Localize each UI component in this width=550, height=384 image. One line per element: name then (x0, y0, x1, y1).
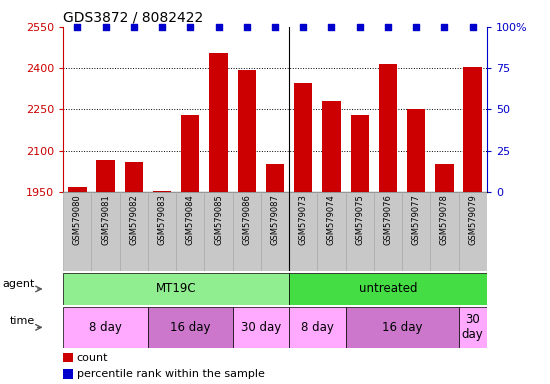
Text: GSM579085: GSM579085 (214, 194, 223, 245)
Point (383, 24, 392, 30)
Bar (266, 164, 284, 192)
Text: MT19C: MT19C (156, 283, 196, 295)
Bar (350, 115, 369, 192)
Bar (63, 353, 73, 362)
Bar (430, 192, 459, 271)
Text: GSM579075: GSM579075 (355, 194, 364, 245)
Point (299, 24, 307, 30)
Bar (435, 164, 454, 192)
Bar (459, 192, 487, 271)
Text: GSM579086: GSM579086 (242, 194, 251, 245)
Point (101, 24, 110, 30)
Bar (96, 161, 115, 192)
Text: 8 day: 8 day (301, 321, 334, 334)
Text: GSM579076: GSM579076 (383, 194, 393, 245)
Text: 30
day: 30 day (462, 313, 483, 341)
Text: GSM579078: GSM579078 (440, 194, 449, 245)
Point (440, 24, 449, 30)
Text: GSM579083: GSM579083 (157, 194, 167, 245)
Point (214, 24, 223, 30)
Bar (63, 307, 148, 348)
Text: GSM579073: GSM579073 (299, 194, 308, 245)
Text: percentile rank within the sample: percentile rank within the sample (77, 369, 265, 379)
Text: 16 day: 16 day (382, 321, 422, 334)
Text: 30 day: 30 day (241, 321, 281, 334)
Point (73, 24, 82, 30)
Text: GSM579082: GSM579082 (129, 194, 139, 245)
Bar (91, 192, 120, 271)
Text: agent: agent (2, 279, 35, 289)
Bar (322, 101, 340, 192)
Bar (210, 53, 228, 192)
Bar (345, 307, 459, 348)
Bar (374, 192, 402, 271)
Text: 16 day: 16 day (170, 321, 211, 334)
Point (158, 24, 167, 30)
Bar (261, 192, 289, 271)
Text: GDS3872 / 8082422: GDS3872 / 8082422 (63, 10, 204, 24)
Bar (205, 192, 233, 271)
Text: GSM579074: GSM579074 (327, 194, 336, 245)
Text: count: count (77, 353, 108, 363)
Point (129, 24, 138, 30)
Bar (63, 273, 289, 305)
Point (243, 24, 251, 30)
Text: time: time (9, 316, 35, 326)
Bar (148, 307, 233, 348)
Bar (459, 307, 487, 348)
Bar (289, 307, 345, 348)
Bar (464, 67, 482, 192)
Text: 8 day: 8 day (89, 321, 122, 334)
Bar (289, 273, 487, 305)
Bar (176, 192, 205, 271)
Point (327, 24, 336, 30)
Bar (289, 192, 317, 271)
Text: GSM579081: GSM579081 (101, 194, 110, 245)
Bar (238, 70, 256, 192)
Text: GSM579077: GSM579077 (411, 194, 421, 245)
Point (355, 24, 364, 30)
Bar (63, 369, 73, 379)
Text: untreated: untreated (359, 283, 417, 295)
Bar (68, 187, 86, 192)
Bar (402, 192, 430, 271)
Point (186, 24, 195, 30)
Text: GSM579080: GSM579080 (73, 194, 82, 245)
Bar (379, 64, 397, 192)
Point (271, 24, 279, 30)
Text: GSM579084: GSM579084 (186, 194, 195, 245)
Bar (125, 162, 143, 192)
Bar (233, 307, 289, 348)
Text: GSM579087: GSM579087 (271, 194, 279, 245)
Bar (294, 83, 312, 192)
Point (468, 24, 477, 30)
Bar (63, 192, 91, 271)
Bar (407, 109, 425, 192)
Bar (233, 192, 261, 271)
Bar (148, 192, 176, 271)
Bar (120, 192, 148, 271)
Text: GSM579079: GSM579079 (468, 194, 477, 245)
Bar (345, 192, 374, 271)
Bar (317, 192, 345, 271)
Point (412, 24, 421, 30)
Bar (181, 115, 200, 192)
